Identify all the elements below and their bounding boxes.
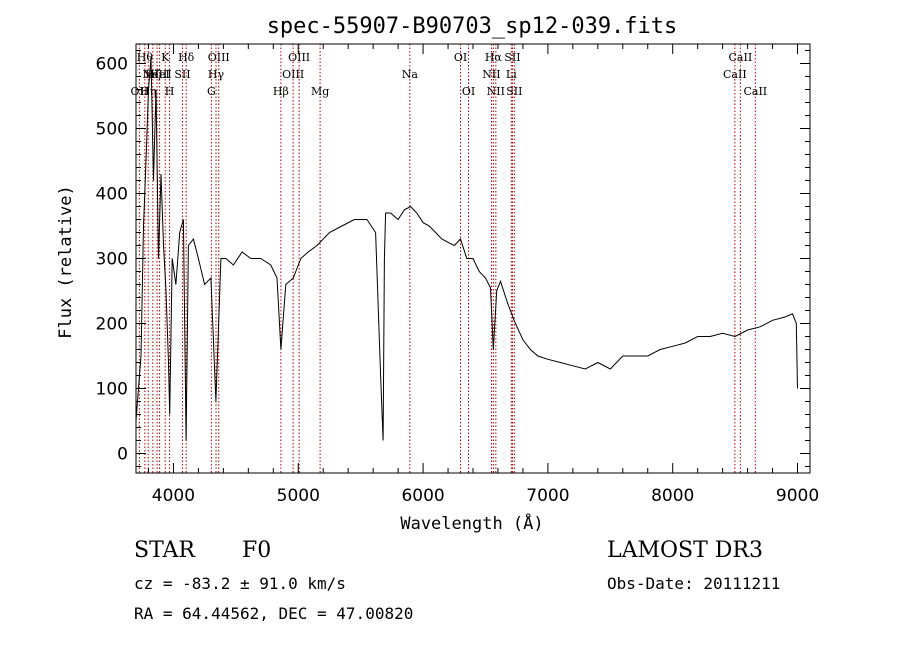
y-tick-label: 600	[96, 55, 128, 75]
x-tick-label: 5000	[277, 486, 320, 506]
spectrum-line	[135, 56, 798, 441]
line-marker-label: Li	[506, 68, 517, 81]
line-marker-label: SII	[504, 51, 520, 64]
y-tick-label: 400	[96, 185, 128, 205]
line-marker-labels: OIIHθHηHζNeIIIHeIKHSIIHδGHγOIIIHβOIIIOII…	[131, 51, 768, 98]
y-tick-label: 200	[96, 315, 128, 335]
line-marker-label: OIII	[208, 51, 230, 64]
line-marker-label: CaII	[743, 85, 767, 98]
line-marker-label: SII	[174, 68, 190, 81]
line-marker-label: H	[165, 85, 175, 98]
line-marker-label: Na	[402, 68, 419, 81]
line-marker-label: Hα	[485, 51, 503, 64]
line-marker-label: HeI	[149, 68, 169, 81]
chart-title: spec-55907-B90703_sp12-039.fits	[267, 14, 678, 39]
line-marker-label: Mg	[311, 85, 329, 98]
line-marker-label: NII	[482, 68, 500, 81]
line-marker-label: SII	[506, 85, 522, 98]
object-subclass: F0	[242, 538, 272, 563]
line-marker-label: G	[207, 85, 216, 98]
line-marker-label: OI	[454, 51, 467, 64]
y-tick-label: 500	[96, 120, 128, 140]
x-tick-label: 8000	[651, 486, 694, 506]
y-axis-label: Flux (relative)	[56, 185, 76, 339]
line-marker-label: Hθ	[137, 51, 154, 64]
redshift-velocity: cz = -83.2 ± 91.0 km/s	[134, 574, 346, 593]
x-tick-label: 4000	[152, 486, 195, 506]
line-marker-label: OI	[462, 85, 475, 98]
x-axis-label: Wavelength (Å)	[400, 512, 543, 534]
line-marker-label: Hγ	[208, 68, 225, 81]
x-tick-label: 7000	[526, 486, 569, 506]
y-axis: 0 100 200 300 400 500 600	[96, 50, 810, 467]
line-marker-label: Hβ	[273, 85, 289, 98]
survey-name: LAMOST DR3	[607, 538, 763, 563]
observation-date: Obs-Date: 20111211	[607, 574, 781, 593]
x-tick-label: 9000	[776, 486, 819, 506]
line-marker-label: OII	[131, 85, 149, 98]
line-marker-label: OIII	[282, 68, 304, 81]
line-marker-label: Hδ	[178, 51, 195, 64]
line-marker-label: CaII	[723, 68, 747, 81]
x-tick-label: 6000	[401, 486, 444, 506]
line-marker-label: OIII	[288, 51, 310, 64]
object-class: STAR	[134, 538, 195, 563]
line-marker-label: K	[161, 51, 170, 64]
y-tick-label: 0	[117, 445, 128, 465]
series-layer	[135, 56, 798, 441]
line-marker-label: CaII	[729, 51, 753, 64]
line-marker-label: NII	[487, 85, 505, 98]
y-tick-label: 300	[96, 250, 128, 270]
x-axis: 4000 5000 6000 7000 8000 9000	[147, 44, 819, 506]
line-markers	[138, 44, 756, 473]
sky-coordinates: RA = 64.44562, DEC = 47.00820	[134, 604, 414, 623]
y-tick-label: 100	[96, 380, 128, 400]
